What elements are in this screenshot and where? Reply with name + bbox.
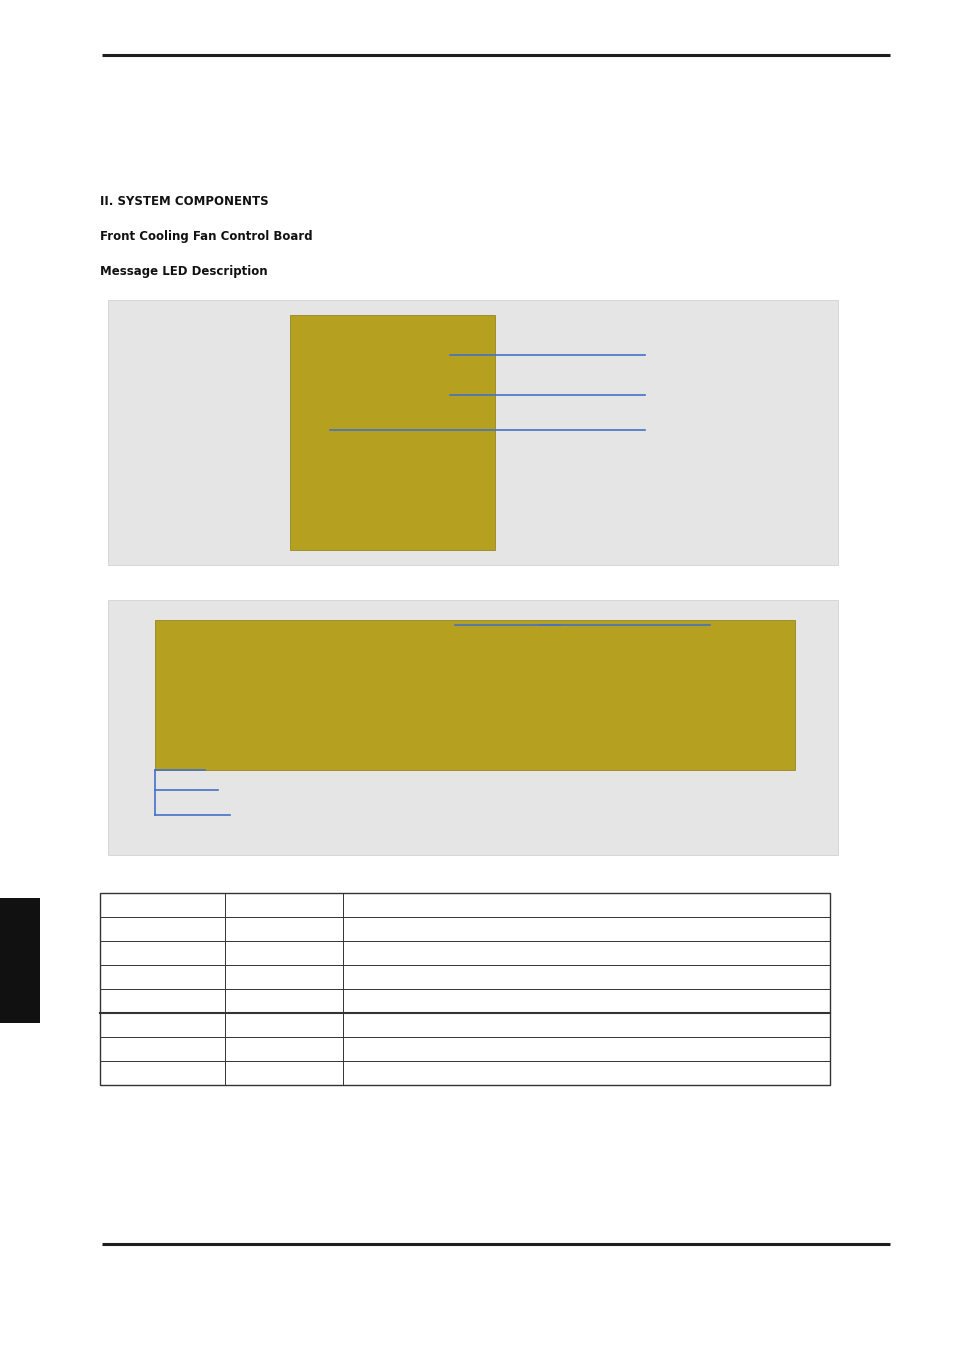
Text: Message LED Description: Message LED Description: [100, 265, 268, 278]
Bar: [290, 315, 495, 550]
Bar: [108, 300, 837, 565]
Bar: [108, 600, 837, 855]
Bar: [100, 893, 829, 1085]
Text: II. SYSTEM COMPONENTS: II. SYSTEM COMPONENTS: [100, 195, 269, 208]
Text: Front Cooling Fan Control Board: Front Cooling Fan Control Board: [100, 230, 313, 243]
Bar: [0, 898, 40, 1023]
Bar: [154, 620, 794, 770]
